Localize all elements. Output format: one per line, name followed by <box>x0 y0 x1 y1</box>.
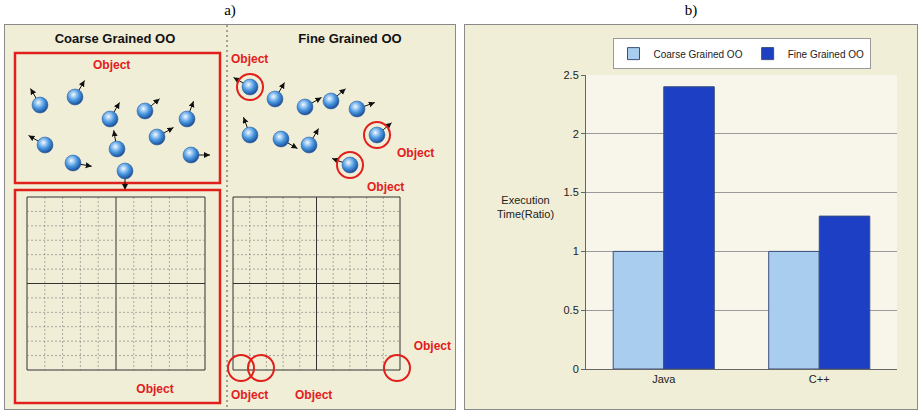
svg-text:Object: Object <box>231 388 268 402</box>
html-text:a): a) <box>224 2 236 18</box>
svg-text:Coarse Grained OO: Coarse Grained OO <box>55 31 176 46</box>
svg-text:1: 1 <box>573 245 579 257</box>
svg-text:C++: C++ <box>809 373 830 385</box>
svg-text:1.5: 1.5 <box>564 186 579 198</box>
svg-text:ExecutionTime(Ratio): ExecutionTime(Ratio) <box>497 194 554 220</box>
svg-text:Object: Object <box>414 339 451 353</box>
svg-text:2: 2 <box>573 128 579 140</box>
svg-text:2.5: 2.5 <box>564 69 579 81</box>
svg-text:Fine Grained OO: Fine Grained OO <box>788 49 864 60</box>
html-text:b): b) <box>684 2 698 18</box>
svg-text:0.5: 0.5 <box>564 304 579 316</box>
svg-text:Object: Object <box>295 388 332 402</box>
svg-text:Object: Object <box>136 382 173 396</box>
svg-text:Object: Object <box>231 52 268 66</box>
svg-text:0: 0 <box>573 363 579 375</box>
svg-text:Fine Grained OO: Fine Grained OO <box>298 31 401 46</box>
svg-text:Object: Object <box>367 180 404 194</box>
svg-text:Java: Java <box>652 373 676 385</box>
svg-text:Object: Object <box>397 146 434 160</box>
svg-text:Coarse Grained OO: Coarse Grained OO <box>654 49 743 60</box>
svg-text:Object: Object <box>93 58 130 72</box>
